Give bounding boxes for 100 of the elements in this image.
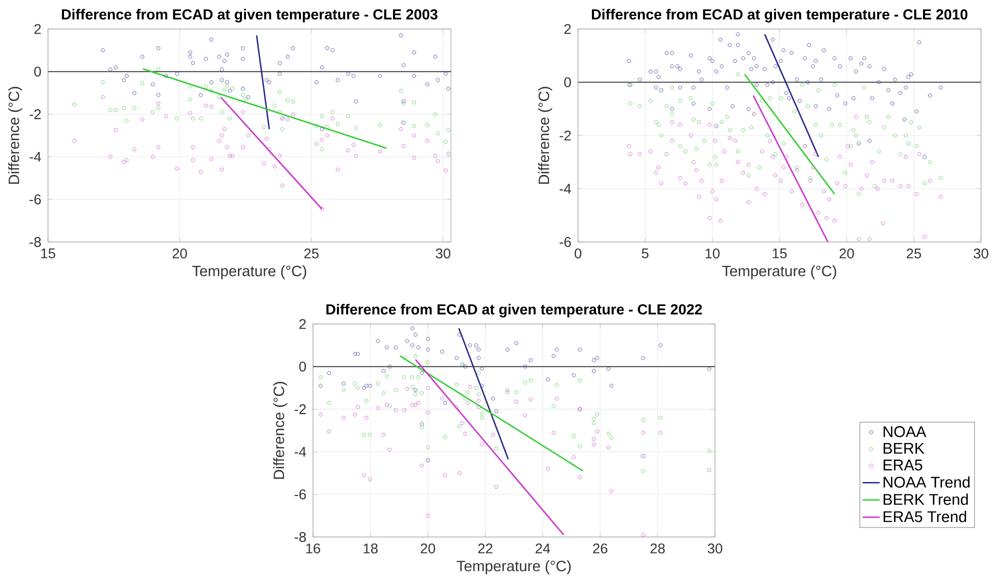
point [523,380,528,384]
point [108,154,112,159]
point [122,106,126,110]
point [330,48,334,52]
point [578,348,582,352]
point [384,374,389,378]
point [132,106,136,110]
point [394,388,398,392]
point [476,348,481,352]
point [368,384,372,388]
point [378,74,382,78]
point [446,86,450,91]
point [318,384,322,388]
point [412,156,416,160]
point [164,74,168,78]
point [114,65,118,70]
point [384,403,389,407]
point [240,46,245,50]
point [399,33,403,38]
legend-label: ERA5 Trend [884,510,966,522]
point [416,375,420,380]
point [443,400,448,405]
point [444,140,448,144]
point [416,400,420,405]
point [140,54,144,59]
point [480,442,484,446]
x-tick-label: 28 [650,544,665,554]
point [278,61,282,65]
point [476,371,481,375]
point [354,126,358,130]
y-axis-title: Difference (°C) [538,86,552,184]
point [595,412,600,416]
point [523,364,528,369]
point [156,68,160,72]
point [240,145,245,150]
point [641,469,646,473]
point [433,154,438,158]
point [641,532,646,537]
point [190,61,195,65]
point [609,489,614,494]
point [578,475,582,480]
point [314,124,319,128]
point [572,455,576,460]
point [327,371,332,375]
point [346,72,350,76]
point [388,448,392,452]
legend-label: NOAA Trend [884,476,970,488]
point [402,120,406,125]
x-tick-label: 30 [436,248,450,258]
point [262,125,266,129]
point [641,454,646,458]
y-tick-label: 0 [299,362,306,372]
point [420,371,424,375]
y-tick-label: -2 [560,130,571,140]
point [494,409,498,414]
point [356,352,360,356]
point [378,150,382,154]
point [554,348,559,352]
point [460,421,464,425]
point [595,430,600,434]
point [554,396,559,400]
point [325,46,330,50]
point [240,110,245,114]
point [264,136,269,141]
point [225,52,230,56]
point [175,166,179,170]
point [353,412,357,416]
point [204,104,208,108]
point [426,386,430,390]
point [592,442,596,446]
point [426,410,430,414]
point [641,356,646,360]
point [592,437,596,441]
point [164,114,168,118]
point [320,114,324,118]
point [267,147,272,152]
point [609,436,614,440]
point [592,358,596,362]
point [336,78,340,82]
point [198,116,203,120]
point [528,378,533,382]
point [474,386,478,390]
point [463,396,468,400]
point [414,403,418,407]
x-tick-label: 26 [593,544,608,554]
y-tick-label: -4 [294,446,306,457]
point [222,59,226,63]
point [382,368,386,373]
point [362,473,366,478]
point [546,377,550,382]
point [414,354,418,358]
point [468,343,472,348]
point [446,128,450,132]
point [514,390,518,394]
point [410,343,414,348]
point [514,400,518,404]
point [414,388,418,392]
point [240,86,245,91]
point [220,68,224,72]
point [325,125,330,129]
